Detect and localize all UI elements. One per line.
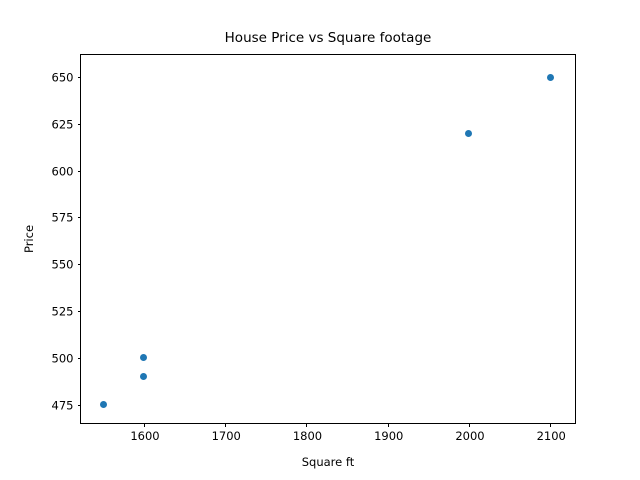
plot-area (81, 55, 575, 423)
y-tick-label: 600 (51, 164, 74, 179)
x-tick: 1900 (374, 423, 403, 442)
x-axis-label: Square ft (301, 455, 355, 469)
y-tick-label: 500 (51, 351, 74, 366)
y-tick: 600 (52, 165, 81, 178)
y-tick-label: 625 (51, 117, 74, 132)
y-tick-label: 525 (51, 304, 74, 319)
x-tick-label: 1900 (374, 428, 404, 443)
x-tick-label: 1800 (292, 428, 323, 443)
x-tick-label: 1700 (211, 428, 241, 443)
scatter-point (465, 129, 473, 137)
scatter-point (140, 354, 148, 362)
y-tick-label: 475 (51, 398, 74, 413)
x-tick: 1700 (212, 423, 241, 442)
x-tick-label: 2100 (536, 428, 566, 443)
plot-axes: 1600 1700 1800 1900 2000 2100 475 500 525 550 575… (52, 54, 576, 442)
x-tick: 1600 (130, 423, 160, 442)
y-tick: 475 (52, 399, 81, 412)
scatter-point (99, 401, 107, 409)
chart-title: House Price vs Square footage (224, 30, 432, 46)
y-tick-label: 650 (51, 70, 74, 85)
x-tick-label: 2000 (455, 428, 485, 443)
x-tick: 2000 (455, 423, 485, 442)
x-tick: 2100 (537, 423, 566, 442)
y-tick: 525 (52, 305, 81, 318)
y-tick: 650 (52, 71, 81, 84)
y-tick-label: 550 (51, 257, 74, 272)
scatter-point (140, 373, 148, 381)
y-tick: 550 (52, 258, 81, 271)
y-tick: 500 (52, 352, 81, 365)
x-tick-label: 1600 (130, 428, 160, 443)
y-tick: 575 (52, 211, 81, 224)
y-tick-label: 575 (51, 210, 74, 225)
y-tick: 625 (52, 118, 81, 131)
scatter-point (546, 73, 554, 81)
y-axis-label: Price (22, 224, 36, 254)
x-tick: 1800 (293, 423, 322, 442)
